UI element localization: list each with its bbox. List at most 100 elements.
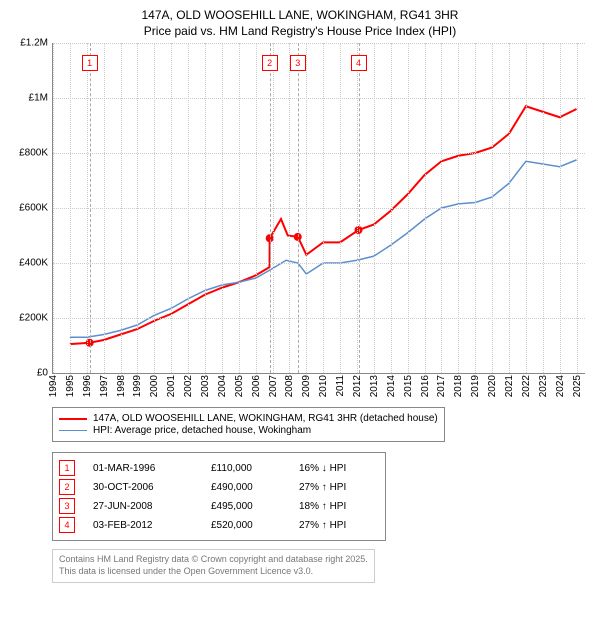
gridline-h — [53, 153, 585, 154]
event-price: £110,000 — [211, 463, 281, 474]
gridline-v — [492, 43, 493, 373]
gridline-v — [577, 43, 578, 373]
x-tick-label: 2011 — [335, 375, 346, 397]
x-axis: 1994199519961997199819992000200120022003… — [52, 373, 584, 403]
event-marker: 4 — [351, 55, 367, 71]
event-date: 27-JUN-2008 — [93, 501, 193, 512]
x-tick-label: 2015 — [403, 375, 414, 397]
event-number-box: 2 — [59, 479, 75, 495]
events-table: 101-MAR-1996£110,00016% ↓ HPI230-OCT-200… — [52, 452, 386, 541]
event-price: £490,000 — [211, 482, 281, 493]
y-tick-label: £400K — [19, 258, 48, 269]
x-tick-label: 2010 — [318, 375, 329, 397]
x-tick-label: 2014 — [386, 375, 397, 397]
gridline-v — [323, 43, 324, 373]
chart-title: 147A, OLD WOOSEHILL LANE, WOKINGHAM, RG4… — [12, 8, 588, 39]
event-line — [270, 43, 271, 373]
gridline-v — [425, 43, 426, 373]
x-tick-label: 2002 — [183, 375, 194, 397]
x-tick-label: 2024 — [555, 375, 566, 397]
x-tick-label: 1999 — [132, 375, 143, 397]
event-marker: 2 — [262, 55, 278, 71]
gridline-v — [273, 43, 274, 373]
gridline-v — [87, 43, 88, 373]
y-tick-label: £200K — [19, 313, 48, 324]
gridline-v — [374, 43, 375, 373]
x-tick-label: 1995 — [65, 375, 76, 397]
x-tick-label: 2017 — [436, 375, 447, 397]
x-tick-label: 2018 — [453, 375, 464, 397]
x-tick-label: 2008 — [284, 375, 295, 397]
gridline-v — [53, 43, 54, 373]
legend: 147A, OLD WOOSEHILL LANE, WOKINGHAM, RG4… — [52, 407, 445, 442]
y-tick-label: £800K — [19, 148, 48, 159]
gridline-v — [306, 43, 307, 373]
x-tick-label: 1997 — [99, 375, 110, 397]
x-tick-label: 2019 — [470, 375, 481, 397]
gridline-v — [509, 43, 510, 373]
legend-label: HPI: Average price, detached house, Woki… — [93, 425, 311, 436]
gridline-v — [475, 43, 476, 373]
event-line — [90, 43, 91, 373]
gridline-v — [543, 43, 544, 373]
gridline-v — [340, 43, 341, 373]
gridline-v — [104, 43, 105, 373]
gridline-h — [53, 318, 585, 319]
footer-attribution: Contains HM Land Registry data © Crown c… — [52, 549, 375, 582]
event-trend: 27% ↑ HPI — [299, 482, 379, 493]
x-tick-label: 2012 — [352, 375, 363, 397]
event-row: 403-FEB-2012£520,00027% ↑ HPI — [59, 517, 379, 533]
x-tick-label: 2004 — [217, 375, 228, 397]
x-tick-label: 2005 — [234, 375, 245, 397]
legend-swatch — [59, 418, 87, 420]
legend-swatch — [59, 430, 87, 431]
plot-area: 1234 — [52, 43, 585, 374]
event-row: 101-MAR-1996£110,00016% ↓ HPI — [59, 460, 379, 476]
gridline-v — [256, 43, 257, 373]
title-line-1: 147A, OLD WOOSEHILL LANE, WOKINGHAM, RG4… — [12, 8, 588, 24]
event-marker: 1 — [82, 55, 98, 71]
x-tick-label: 1994 — [48, 375, 59, 397]
gridline-v — [408, 43, 409, 373]
gridline-v — [205, 43, 206, 373]
gridline-v — [154, 43, 155, 373]
event-price: £495,000 — [211, 501, 281, 512]
gridline-v — [137, 43, 138, 373]
event-trend: 18% ↑ HPI — [299, 501, 379, 512]
gridline-h — [53, 43, 585, 44]
x-tick-label: 2025 — [572, 375, 583, 397]
gridline-v — [526, 43, 527, 373]
event-row: 327-JUN-2008£495,00018% ↑ HPI — [59, 498, 379, 514]
x-tick-label: 2003 — [200, 375, 211, 397]
event-row: 2 30-OCT-2006 £490,000 27% ↑ HPI — [59, 479, 379, 495]
event-number-box: 4 — [59, 517, 75, 533]
event-trend: 16% ↓ HPI — [299, 463, 379, 474]
gridline-v — [171, 43, 172, 373]
event-date: 30-OCT-2006 — [93, 482, 193, 493]
event-number-box: 1 — [59, 460, 75, 476]
footer-line-2: This data is licensed under the Open Gov… — [59, 566, 368, 578]
x-tick-label: 2013 — [369, 375, 380, 397]
y-axis: £0£200K£400K£600K£800K£1M£1.2M — [12, 43, 52, 373]
gridline-h — [53, 98, 585, 99]
gridline-v — [188, 43, 189, 373]
gridline-v — [121, 43, 122, 373]
x-tick-label: 2021 — [504, 375, 515, 397]
x-tick-label: 2016 — [420, 375, 431, 397]
gridline-h — [53, 208, 585, 209]
x-tick-label: 2001 — [166, 375, 177, 397]
x-tick-label: 2023 — [538, 375, 549, 397]
legend-row: 147A, OLD WOOSEHILL LANE, WOKINGHAM, RG4… — [59, 413, 438, 424]
x-tick-label: 2007 — [268, 375, 279, 397]
x-tick-label: 2009 — [301, 375, 312, 397]
gridline-v — [441, 43, 442, 373]
event-line — [298, 43, 299, 373]
gridline-h — [53, 263, 585, 264]
x-tick-label: 2000 — [149, 375, 160, 397]
event-trend: 27% ↑ HPI — [299, 520, 379, 531]
gridline-v — [70, 43, 71, 373]
x-tick-label: 2006 — [251, 375, 262, 397]
x-tick-label: 1996 — [82, 375, 93, 397]
gridline-v — [458, 43, 459, 373]
title-line-2: Price paid vs. HM Land Registry's House … — [12, 24, 588, 40]
